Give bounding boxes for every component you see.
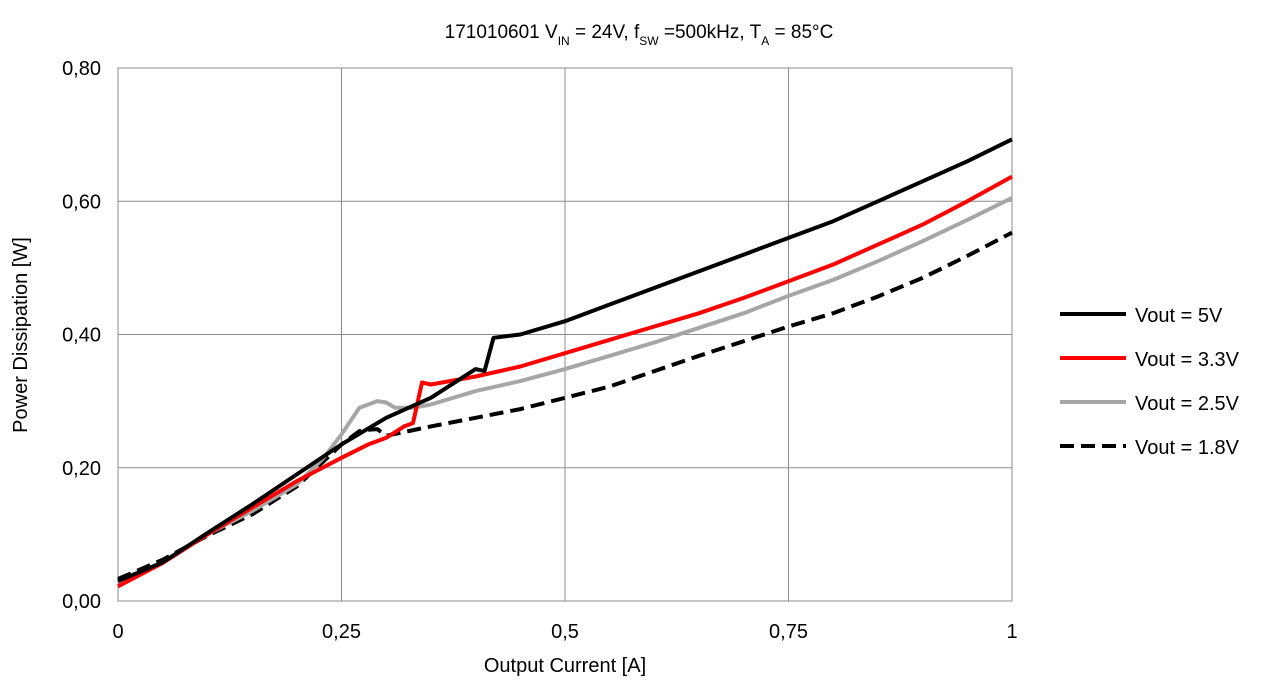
legend-label: Vout = 5V	[1135, 305, 1223, 327]
title-prefix: 171010601 V	[445, 22, 558, 43]
title-vin-subscript: IN	[558, 34, 570, 48]
legend: Vout = 5V Vout = 3.3V Vout = 2.5V Vout = 1.…	[1060, 305, 1240, 459]
y-tick-label: 0,40	[62, 325, 101, 347]
legend-label: Vout = 1.8V	[1135, 437, 1240, 459]
title-ta-subscript: A	[761, 34, 769, 48]
y-axis-title: Power Dissipation [W]	[10, 237, 32, 433]
x-tick-label: 0	[112, 621, 123, 643]
y-tick-label: 0,00	[62, 591, 101, 613]
title-fsw-subscript: SW	[639, 34, 659, 48]
y-axis-tick-labels: 0,00 0,20 0,40 0,60 0,80	[62, 58, 101, 613]
x-axis-title: Output Current [A]	[484, 655, 646, 677]
y-tick-label: 0,20	[62, 458, 101, 480]
title-mid-2: =500kHz, T	[659, 22, 762, 43]
legend-label: Vout = 3.3V	[1135, 349, 1240, 371]
title-mid-1: = 24V, f	[570, 22, 640, 43]
chart-title: 171010601 VIN = 24V, fSW =500kHz, TA = 8…	[445, 22, 834, 48]
y-tick-label: 0,60	[62, 191, 101, 213]
x-tick-label: 0,25	[322, 621, 361, 643]
legend-label: Vout = 2.5V	[1135, 393, 1240, 415]
x-tick-label: 1	[1006, 621, 1017, 643]
title-suffix: = 85°C	[769, 22, 833, 43]
x-tick-label: 0,75	[769, 621, 808, 643]
y-tick-label: 0,80	[62, 58, 101, 80]
x-tick-label: 0,5	[551, 621, 579, 643]
gridlines	[118, 68, 1012, 601]
x-axis-tick-labels: 0 0,25 0,5 0,75 1	[112, 621, 1017, 643]
